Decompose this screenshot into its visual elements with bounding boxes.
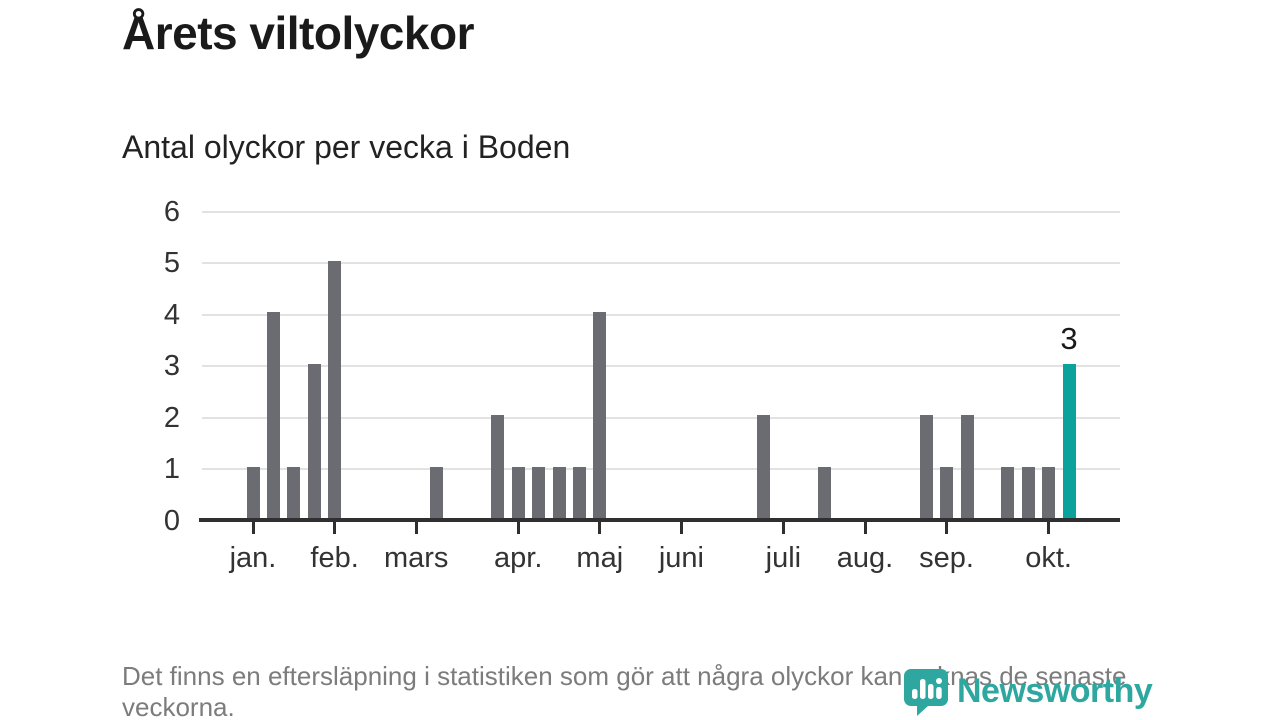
logo-bar-small (912, 689, 918, 699)
y-axis-label-0: 0 (163, 504, 180, 537)
bar-week-39 (1021, 466, 1035, 518)
bar-week-29 (817, 466, 831, 518)
bar-week-1 (246, 466, 260, 518)
x-axis-label-jan: jan. (229, 542, 277, 574)
x-tick-maj (598, 522, 602, 534)
bar-week-40 (1042, 466, 1056, 518)
x-tick-okt (1047, 522, 1051, 534)
gridline-5 (202, 262, 1120, 264)
y-axis-label-1: 1 (163, 453, 180, 485)
bar-week-35 (940, 466, 954, 518)
x-tick-juli (781, 522, 785, 534)
bar-week-5 (328, 260, 342, 518)
logo-bar-medium (928, 684, 934, 699)
x-axis-label-mars: mars (383, 542, 449, 574)
gridline-4 (202, 313, 1120, 316)
x-tick-feb (333, 522, 337, 534)
bar-week-16 (552, 466, 566, 518)
bar-week-18 (593, 312, 607, 518)
y-axis-label-2: 2 (163, 401, 180, 434)
bar-week-15 (532, 466, 546, 518)
logo-exclamation-dot (936, 678, 942, 684)
x-tick-apr (516, 522, 520, 534)
gridline-1 (202, 468, 1120, 470)
x-tick-sep (945, 522, 949, 534)
bar-week-10 (430, 466, 444, 518)
bar-week-13 (491, 415, 505, 518)
bar-week-3 (287, 466, 301, 518)
x-tick-jan (251, 522, 255, 534)
newsworthy-logo: Newsworthy (903, 668, 1153, 717)
gridline-6 (202, 210, 1120, 213)
x-axis-line (199, 518, 1120, 522)
x-axis-label-aug: aug. (836, 542, 894, 574)
bar-week-2 (266, 312, 280, 518)
x-tick-aug (863, 522, 867, 534)
logo-exclamation-stem (936, 687, 942, 699)
newsworthy-logo-icon (904, 669, 948, 716)
bar-week-17 (572, 466, 586, 518)
highlight-value-label: 3 (1060, 320, 1078, 356)
x-tick-juni (679, 522, 683, 534)
chart-subtitle: Antal olyckor per vecka i Boden (122, 129, 571, 165)
y-axis-label-3: 3 (163, 350, 180, 382)
x-tick-mars (414, 522, 418, 534)
y-axis-label-4: 4 (163, 298, 180, 331)
bar-week-38 (1001, 466, 1015, 518)
page-title: Årets viltolyckor (122, 7, 474, 59)
x-axis-label-okt: okt. (1025, 542, 1072, 574)
x-axis-label-juni: juni (658, 542, 704, 574)
footnote: Det finns en eftersläpning i statistiken… (122, 661, 1127, 720)
y-axis-label-5: 5 (163, 247, 180, 279)
bar-week-26 (756, 415, 770, 518)
logo-bar-tall (920, 679, 926, 699)
x-axis-label-sep: sep. (919, 542, 974, 574)
bar-week-14 (511, 466, 525, 518)
bar-week-4 (307, 363, 321, 518)
bar-week-36 (960, 415, 974, 518)
x-axis-label-juli: juli (765, 542, 802, 574)
bar-week-34 (919, 415, 933, 518)
bar-week-41 (1062, 363, 1076, 518)
y-axis-label-6: 6 (163, 195, 180, 228)
gridline-2 (202, 416, 1120, 419)
newsworthy-wordmark: Newsworthy (957, 672, 1153, 710)
x-axis-label-feb: feb. (310, 542, 359, 574)
gridline-3 (202, 365, 1120, 367)
x-axis-label-apr: apr. (494, 542, 543, 574)
x-axis-label-maj: maj (576, 542, 624, 574)
